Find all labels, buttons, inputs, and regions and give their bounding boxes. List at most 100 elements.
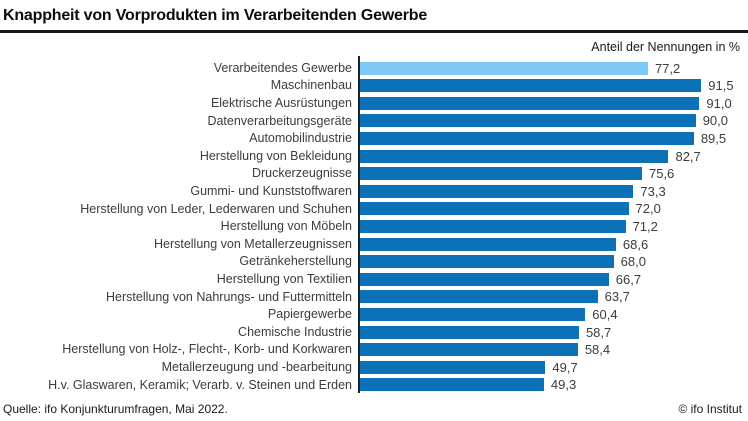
category-label: Druckerzeugnisse (251, 166, 352, 181)
bar-value-label: 77,2 (654, 60, 681, 76)
category-label: Herstellung von Möbeln (220, 219, 352, 234)
bar (360, 237, 616, 251)
bar-value-label: 75,6 (648, 166, 675, 182)
bar-value-label: 60,4 (592, 306, 618, 322)
category-label: Automobilindustrie (249, 131, 352, 146)
bar (360, 61, 648, 75)
bar-wrap: 82,7 (360, 148, 701, 164)
chart-row: Datenverarbeitungsgeräte 90,0 (0, 112, 748, 130)
bar-value-label: 49,7 (552, 359, 578, 375)
bar-wrap: 68,6 (360, 236, 649, 252)
bar-value-label: 66,7 (615, 271, 642, 287)
bar-value-label: 73,3 (640, 183, 666, 199)
chart-row: Papiergewerbe 60,4 (0, 306, 748, 324)
bar (360, 307, 586, 321)
category-label: Herstellung von Nahrungs- und Futtermitt… (106, 289, 352, 304)
bar-value-label: 82,7 (675, 148, 701, 164)
chart-row: Metallerzeugung und -bearbeitung 49,7 (0, 358, 748, 376)
bar-wrap: 71,2 (360, 218, 658, 234)
bar-value-label: 58,4 (584, 342, 611, 358)
chart-row: Herstellung von Metallerzeugnissen 68,6 (0, 235, 748, 253)
bar (360, 360, 546, 374)
chart-row: Herstellung von Holz-, Flecht-, Korb- un… (0, 341, 748, 359)
bar-value-label: 90,0 (702, 113, 728, 129)
bar (360, 132, 694, 146)
bar (360, 290, 598, 304)
category-label: Herstellung von Metallerzeugnissen (153, 236, 352, 251)
category-label: Herstellung von Holz-, Flecht-, Korb- un… (62, 342, 352, 357)
bar-wrap: 68,0 (360, 254, 646, 270)
category-label: Gummi- und Kunststoffwaren (190, 184, 352, 199)
bar-value-label: 58,7 (585, 324, 612, 340)
bar-wrap: 89,5 (360, 131, 727, 147)
category-label: Verarbeitendes Gewerbe (213, 60, 352, 75)
bar (360, 184, 634, 198)
bar-wrap: 75,6 (360, 166, 675, 182)
bar-value-label: 68,0 (620, 254, 646, 270)
bar-value-label: 91,0 (706, 95, 732, 111)
chart-row: Maschinenbau 91,5 (0, 77, 748, 95)
bar (360, 343, 578, 357)
chart-row: Elektrische Ausrüstungen 91,0 (0, 95, 748, 113)
bar-wrap: 49,3 (360, 377, 577, 393)
bar-value-label: 89,5 (700, 131, 727, 147)
bar-wrap: 66,7 (360, 271, 642, 287)
bar (360, 272, 609, 286)
chart-footer: Quelle: ifo Konjunkturumfragen, Mai 2022… (0, 394, 748, 416)
chart-row: Getränkeherstellung 68,0 (0, 253, 748, 271)
y-axis-line (358, 56, 360, 393)
chart-row: Druckerzeugnisse 75,6 (0, 165, 748, 183)
bar-wrap: 73,3 (360, 183, 666, 199)
category-label: Maschinenbau (270, 78, 352, 93)
chart-row: Herstellung von Bekleidung 82,7 (0, 147, 748, 165)
bar-wrap: 49,7 (360, 359, 578, 375)
bar-wrap: 63,7 (360, 289, 630, 305)
bar-chart: Verarbeitendes Gewerbe 77,2 Maschinenbau 91… (0, 56, 748, 393)
bar-wrap: 77,2 (360, 60, 681, 76)
bar (360, 114, 696, 128)
bar-wrap: 58,7 (360, 324, 612, 340)
bar-value-label: 68,6 (622, 236, 649, 252)
chart-row: Verarbeitendes Gewerbe 77,2 (0, 59, 748, 77)
bar-wrap: 72,0 (360, 201, 661, 217)
category-label: Metallerzeugung und -bearbeitung (161, 359, 352, 374)
chart-row: H.v. Glaswaren, Keramik; Verarb. v. Stei… (0, 376, 748, 394)
chart-rows: Verarbeitendes Gewerbe 77,2 Maschinenbau 91… (0, 59, 748, 393)
category-label: Datenverarbeitungsgeräte (207, 113, 352, 128)
bar (360, 378, 544, 392)
bar-value-label: 49,3 (550, 377, 577, 393)
bar (360, 149, 669, 163)
bar-wrap: 58,4 (360, 342, 611, 358)
bar-value-label: 63,7 (604, 289, 630, 305)
category-label: Herstellung von Leder, Lederwaren und Sc… (80, 201, 352, 216)
bar (360, 79, 702, 93)
bar-value-label: 72,0 (635, 201, 661, 217)
bar (360, 202, 629, 216)
chart-row: Herstellung von Nahrungs- und Futtermitt… (0, 288, 748, 306)
bar (360, 167, 642, 181)
chart-row: Gummi- und Kunststoffwaren 73,3 (0, 183, 748, 201)
category-label: Herstellung von Textilien (216, 272, 352, 287)
chart-row: Herstellung von Möbeln 71,2 (0, 218, 748, 236)
category-label: Herstellung von Bekleidung (199, 148, 352, 163)
category-label: Getränkeherstellung (239, 254, 352, 269)
bar (360, 96, 700, 110)
chart-title: Knappheit von Vorprodukten im Verarbeite… (0, 0, 748, 33)
bar-value-label: 91,5 (708, 78, 734, 94)
chart-row: Herstellung von Textilien 66,7 (0, 270, 748, 288)
chart-row: Automobilindustrie 89,5 (0, 130, 748, 148)
bar (360, 255, 614, 269)
category-label: Papiergewerbe (267, 307, 352, 322)
value-axis-label: Anteil der Nennungen in % (591, 39, 740, 54)
chart-row: Herstellung von Leder, Lederwaren und Sc… (0, 200, 748, 218)
category-label: Chemische Industrie (238, 324, 352, 339)
category-label: Elektrische Ausrüstungen (210, 96, 352, 111)
copyright-note: © ifo Institut (678, 401, 742, 416)
chart-row: Chemische Industrie 58,7 (0, 323, 748, 341)
bar (360, 219, 626, 233)
bar-wrap: 91,0 (360, 95, 732, 111)
bar-wrap: 60,4 (360, 306, 618, 322)
bar-wrap: 90,0 (360, 113, 728, 129)
source-note: Quelle: ifo Konjunkturumfragen, Mai 2022… (3, 401, 228, 416)
bar-value-label: 71,2 (632, 218, 658, 234)
